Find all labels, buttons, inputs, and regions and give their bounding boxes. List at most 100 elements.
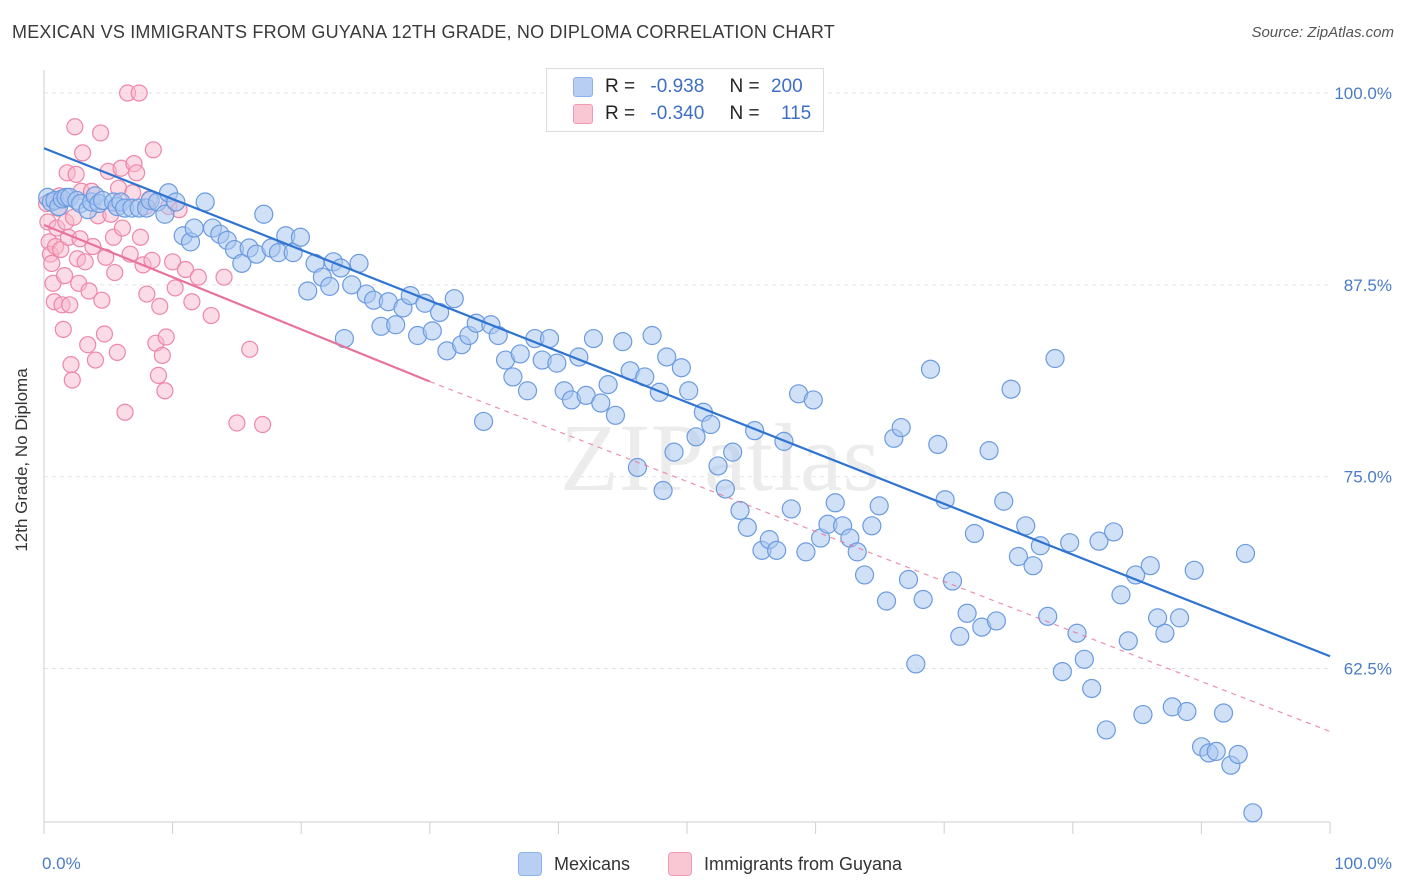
legend-r-value: -0.938 — [650, 76, 705, 97]
data-point-mexicans — [664, 442, 684, 462]
data-point-mexicans — [1104, 522, 1124, 542]
data-point-guyana — [116, 403, 134, 421]
data-point-guyana — [153, 346, 171, 365]
data-point-mexicans — [657, 347, 677, 367]
series-mexicans-points — [38, 183, 1263, 823]
trend-line-mexicans — [43, 147, 1331, 658]
data-point-mexicans — [1140, 556, 1160, 576]
data-point-mexicans — [155, 204, 175, 224]
legend-swatch-blue — [518, 852, 542, 876]
data-point-guyana — [164, 253, 182, 271]
legend-n-label: N = — [729, 76, 760, 97]
legend-r-label: R = — [605, 103, 636, 124]
data-point-mexicans — [1023, 556, 1043, 576]
data-point-mexicans — [1096, 720, 1116, 740]
data-point-guyana — [127, 164, 146, 182]
legend-swatch-pink — [668, 852, 692, 876]
data-point-mexicans — [796, 542, 816, 562]
data-point-mexicans — [583, 328, 604, 349]
legend-r-label: R = — [605, 76, 636, 97]
data-point-mexicans — [320, 276, 340, 296]
data-point-mexicans — [298, 281, 318, 301]
tick-labels: 100.0% 87.5% 75.0% 62.5% 0.0% 100.0% — [42, 84, 1392, 873]
data-point-mexicans — [723, 442, 743, 462]
data-point-mexicans — [862, 516, 882, 536]
data-point-mexicans — [184, 218, 204, 238]
legend-r-value: -0.340 — [650, 103, 705, 124]
data-point-guyana — [86, 351, 105, 369]
legend-swatch-pink — [573, 104, 593, 124]
data-point-guyana — [93, 291, 111, 309]
data-point-mexicans — [1082, 678, 1102, 699]
data-point-mexicans — [1008, 546, 1028, 567]
data-point-mexicans — [642, 325, 662, 346]
data-point-guyana — [130, 84, 148, 102]
data-point-mexicans — [503, 367, 523, 387]
data-point-guyana — [144, 141, 162, 159]
data-point-guyana — [73, 144, 92, 162]
data-point-guyana — [157, 328, 175, 346]
data-point-mexicans — [781, 499, 801, 519]
data-point-guyana — [62, 356, 80, 374]
data-point-mexicans — [510, 344, 530, 364]
data-point-mexicans — [254, 204, 274, 224]
data-point-guyana — [215, 268, 233, 286]
data-point-guyana — [91, 124, 110, 142]
trend-line-guyana-extended — [429, 380, 1331, 733]
data-point-mexicans — [920, 359, 941, 379]
data-point-mexicans — [730, 500, 750, 521]
data-point-mexicans — [1206, 741, 1226, 762]
data-point-guyana — [79, 336, 97, 354]
data-point-mexicans — [854, 565, 875, 585]
data-point-mexicans — [598, 375, 618, 395]
data-point-mexicans — [847, 542, 867, 562]
legend-item-guyana[interactable]: Immigrants from Guyana — [668, 852, 902, 876]
data-point-mexicans — [1074, 649, 1094, 669]
data-point-mexicans — [803, 390, 823, 410]
data-point-mexicans — [488, 325, 508, 346]
data-point-mexicans — [964, 523, 985, 544]
data-point-mexicans — [701, 414, 721, 435]
data-point-mexicans — [979, 441, 999, 461]
legend-item-mexicans[interactable]: Mexicans — [518, 852, 630, 876]
data-point-guyana — [80, 282, 98, 300]
data-point-guyana — [228, 414, 246, 432]
data-point-guyana — [108, 343, 126, 361]
trend-line-guyana — [43, 223, 431, 383]
data-point-mexicans — [1060, 533, 1080, 553]
legend-n-value: 200 — [770, 76, 803, 97]
data-point-guyana — [55, 267, 74, 285]
data-point-mexicans — [1235, 543, 1256, 564]
data-point-mexicans — [473, 411, 494, 432]
chart-source: Source: ZipAtlas.com — [1251, 24, 1394, 41]
data-point-mexicans — [942, 571, 963, 591]
data-point-guyana — [95, 325, 114, 343]
legend-n-label: N = — [729, 103, 760, 124]
legend-label-guyana: Immigrants from Guyana — [704, 853, 903, 874]
data-point-mexicans — [1228, 744, 1248, 765]
data-point-mexicans — [386, 315, 406, 335]
data-point-mexicans — [342, 275, 362, 295]
data-point-mexicans — [950, 626, 970, 646]
data-point-mexicans — [1169, 608, 1190, 628]
data-point-mexicans — [1147, 608, 1168, 628]
legend-label-mexicans: Mexicans — [554, 853, 631, 874]
data-point-mexicans — [1243, 803, 1263, 823]
data-point-mexicans — [627, 457, 648, 478]
data-point-mexicans — [1038, 606, 1058, 626]
data-point-guyana — [66, 118, 84, 136]
y-tick-label: 100.0% — [1334, 84, 1392, 103]
data-point-mexicans — [715, 479, 735, 499]
data-point-guyana — [151, 297, 169, 315]
data-point-mexicans — [737, 517, 757, 537]
x-tick-label: 0.0% — [42, 854, 81, 873]
data-point-mexicans — [232, 253, 252, 273]
x-tick-label: 100.0% — [1334, 854, 1392, 873]
data-point-mexicans — [1045, 348, 1065, 369]
y-tick-label: 87.5% — [1344, 276, 1392, 295]
data-point-mexicans — [767, 540, 787, 560]
data-point-mexicans — [1133, 704, 1153, 725]
data-point-mexicans — [986, 611, 1007, 631]
y-tick-label: 62.5% — [1344, 660, 1392, 679]
data-point-mexicans — [928, 434, 948, 455]
